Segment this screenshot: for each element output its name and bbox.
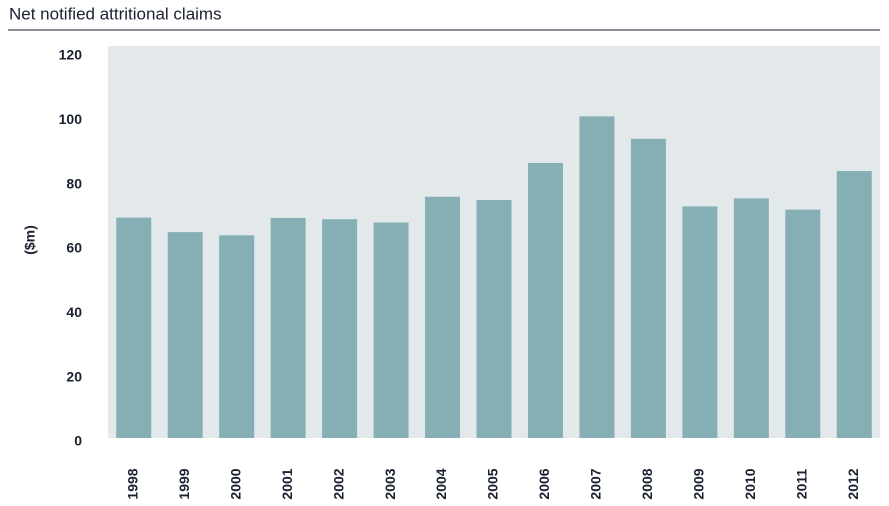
y-tick-label: 40 (66, 304, 82, 320)
bar (527, 162, 563, 438)
bar (167, 232, 203, 438)
x-tick-label: 2006 (536, 468, 552, 499)
bar (579, 116, 615, 438)
x-tick-label: 2000 (227, 468, 243, 499)
bar (425, 196, 461, 438)
y-tick-label: 120 (59, 47, 83, 63)
x-tick-label: 2008 (639, 468, 655, 499)
bar (836, 171, 872, 438)
bar (682, 206, 718, 438)
bar (116, 217, 152, 438)
x-tick-label: 1999 (176, 468, 192, 499)
x-tick-label: 2005 (485, 468, 501, 499)
bar (219, 235, 255, 438)
x-tick-label: 2012 (845, 468, 861, 499)
y-tick-label: 60 (66, 240, 82, 256)
x-tick-label: 2009 (691, 468, 707, 499)
x-tick-label: 2004 (433, 468, 449, 499)
x-tick-label: 2007 (588, 468, 604, 499)
x-tick-label: 1998 (124, 468, 140, 499)
y-axis-title: ($m) (22, 225, 38, 255)
bar (322, 219, 358, 438)
bar (733, 198, 769, 438)
y-tick-label: 100 (59, 111, 83, 127)
bar (630, 138, 666, 438)
x-tick-label: 2003 (382, 468, 398, 499)
x-tick-label: 2011 (794, 469, 810, 500)
bar (373, 222, 409, 438)
x-tick-label: 2010 (742, 468, 758, 499)
bar (270, 217, 306, 438)
bar (785, 209, 821, 438)
x-tick-label: 2001 (279, 468, 295, 499)
y-tick-label: 0 (74, 433, 82, 449)
y-tick-label: 80 (66, 175, 82, 191)
y-tick-label: 20 (66, 368, 82, 384)
bar (476, 199, 512, 438)
x-tick-label: 2002 (330, 468, 346, 499)
chart-title: Net notified attritional claims (9, 4, 222, 23)
